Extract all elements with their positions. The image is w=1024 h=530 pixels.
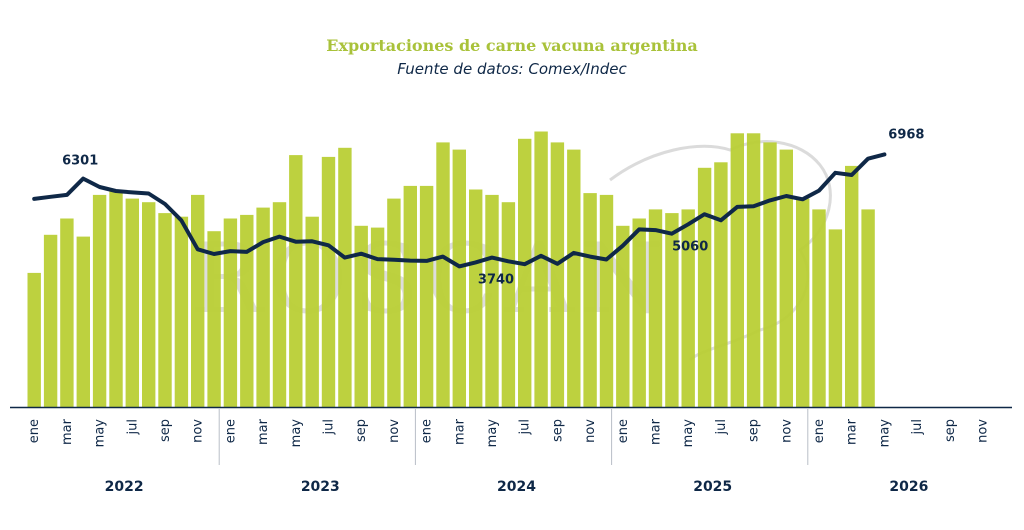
bar-24	[419, 185, 434, 407]
month-label-may-2022: may	[93, 419, 108, 448]
bar-31	[534, 131, 548, 407]
bar-7	[142, 202, 156, 407]
month-label-jul-2022: jul	[125, 419, 140, 435]
month-label-jul-2023: jul	[322, 419, 337, 435]
bar-18	[321, 156, 336, 407]
bar-8	[158, 213, 172, 407]
year-label-2022: 2022	[105, 479, 144, 495]
bar-49	[828, 229, 843, 407]
export-line	[32, 152, 887, 269]
month-label-nov-2023: nov	[387, 419, 402, 443]
bar-25	[436, 142, 450, 407]
bar-32	[550, 142, 565, 407]
bar-15	[272, 202, 287, 407]
year-label-2023: 2023	[301, 479, 340, 495]
month-label-sep-2024: sep	[550, 419, 565, 442]
month-label-jul-2026: jul	[910, 419, 925, 435]
bar-48	[812, 209, 826, 407]
bar-11	[207, 231, 221, 407]
bar-19	[338, 147, 352, 408]
bar-38	[648, 209, 663, 407]
bar-36	[616, 225, 630, 408]
chart-subtitle: Fuente de datos: Comex/Indec	[397, 60, 627, 78]
bar-5	[109, 191, 123, 407]
month-label-mar-2025: mar	[649, 418, 664, 445]
bar-34	[583, 193, 597, 407]
bar-50	[845, 165, 859, 407]
month-label-mar-2024: mar	[452, 418, 467, 445]
bar-51	[861, 209, 875, 407]
bar-37	[632, 218, 646, 407]
bar-41	[697, 167, 712, 407]
bar-6	[125, 198, 139, 407]
bar-17	[305, 216, 319, 407]
month-label-jul-2024: jul	[518, 419, 533, 435]
month-label-may-2024: may	[485, 419, 500, 448]
month-label-nov-2025: nov	[779, 419, 794, 443]
bar-35	[599, 194, 614, 407]
bar-4	[92, 194, 107, 407]
month-label-mar-2023: mar	[256, 418, 271, 445]
month-label-nov-2026: nov	[976, 419, 991, 443]
month-label-sep-2026: sep	[943, 419, 958, 442]
bar-9	[174, 216, 189, 407]
month-label-may-2025: may	[681, 419, 696, 448]
month-label-may-2026: may	[877, 419, 892, 448]
bar-14	[256, 207, 270, 407]
month-label-ene-2023: ene	[223, 419, 238, 443]
bar-42	[714, 162, 728, 407]
month-label-nov-2024: nov	[583, 419, 598, 443]
bar-2	[60, 218, 74, 407]
month-label-mar-2022: mar	[60, 418, 75, 445]
bar-40	[681, 209, 695, 407]
bar-29	[501, 202, 516, 407]
month-label-sep-2022: sep	[158, 419, 173, 442]
month-label-nov-2022: nov	[191, 419, 206, 443]
bar-46	[779, 149, 793, 407]
x-axis: ene mar may jul sep nov ene mar may jul sep nov ene m…	[10, 406, 1012, 495]
annotation-layer: 6301 3740 5060 6968	[62, 127, 924, 287]
chart-title: Exportaciones de carne vacuna argentina	[326, 36, 698, 55]
month-label-jul-2025: jul	[714, 419, 729, 435]
year-label-2024: 2024	[497, 479, 536, 495]
bar-44	[746, 133, 761, 408]
bar-45	[763, 142, 777, 407]
bar-3	[76, 236, 90, 407]
bar-33	[567, 149, 581, 407]
bar-23	[403, 185, 417, 407]
bar-13	[240, 214, 254, 407]
month-label-sep-2023: sep	[354, 419, 369, 442]
bar-30	[518, 138, 532, 408]
year-label-2026: 2026	[889, 479, 928, 495]
bar-22	[387, 198, 401, 407]
bar-10	[191, 194, 205, 407]
bar-20	[354, 225, 368, 408]
bar-39	[665, 213, 679, 407]
bar-12	[223, 218, 238, 407]
month-label-sep-2025: sep	[747, 419, 762, 442]
bar-26	[452, 149, 466, 407]
line-series	[32, 152, 887, 269]
data-label-6301: 6301	[62, 154, 98, 169]
month-label-may-2023: may	[289, 419, 304, 448]
data-label-6968: 6968	[888, 127, 924, 142]
month-label-ene-2022: ene	[27, 419, 42, 443]
bar-21	[370, 227, 385, 407]
bar-16	[289, 155, 303, 407]
bar-0	[27, 272, 41, 407]
bar-series	[27, 131, 875, 408]
bar-28	[485, 194, 499, 407]
month-label-ene-2024: ene	[420, 419, 435, 443]
year-label-2025: 2025	[693, 479, 732, 495]
month-label-mar-2026: mar	[845, 418, 860, 445]
bar-27	[469, 189, 483, 407]
month-label-ene-2025: ene	[616, 419, 631, 443]
bar-1	[43, 234, 58, 407]
data-label-5060: 5060	[672, 239, 708, 254]
bar-43	[730, 133, 744, 408]
month-label-ene-2026: ene	[812, 419, 827, 443]
bar-47	[796, 198, 810, 407]
data-label-3740: 3740	[478, 273, 514, 288]
